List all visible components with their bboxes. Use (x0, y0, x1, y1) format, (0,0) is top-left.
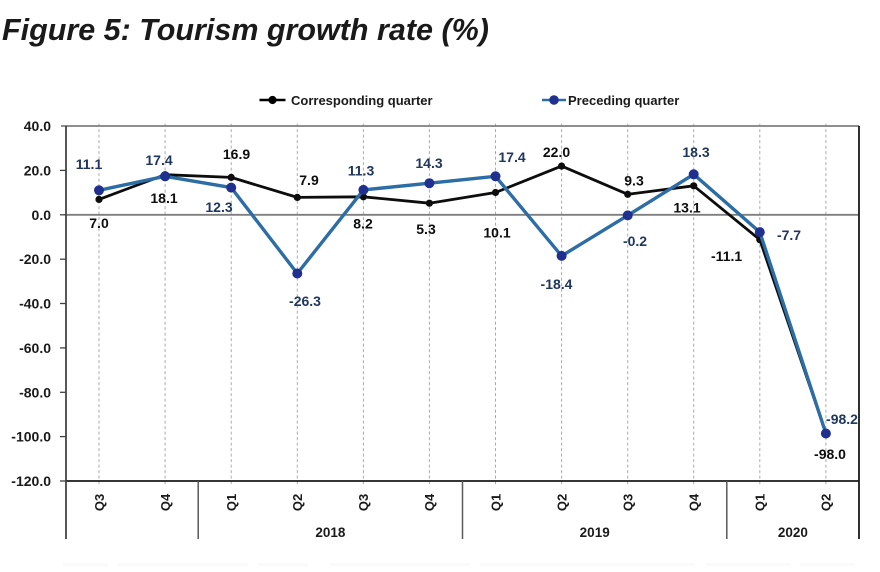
svg-text:Q4: Q4 (158, 493, 173, 511)
svg-text:11.3: 11.3 (348, 163, 375, 179)
svg-text:16.9: 16.9 (223, 146, 250, 162)
svg-text:12.3: 12.3 (205, 199, 232, 215)
svg-text:-20.0: -20.0 (19, 251, 51, 267)
svg-text:-7.7: -7.7 (777, 227, 801, 243)
svg-text:14.3: 14.3 (415, 155, 442, 171)
svg-text:17.4: 17.4 (498, 149, 525, 165)
svg-text:-11.1: -11.1 (711, 248, 742, 264)
svg-text:Q1: Q1 (488, 494, 503, 511)
svg-text:8.2: 8.2 (353, 215, 373, 231)
svg-text:-0.2: -0.2 (623, 233, 647, 249)
svg-text:Q3: Q3 (92, 494, 107, 511)
svg-text:Q3: Q3 (621, 494, 636, 511)
svg-text:-26.3: -26.3 (289, 293, 321, 309)
svg-text:0.0: 0.0 (32, 207, 52, 223)
svg-text:2018: 2018 (315, 525, 346, 540)
svg-text:-98.2: -98.2 (826, 411, 858, 427)
svg-text:Q1: Q1 (224, 494, 239, 511)
svg-text:Corresponding quarter: Corresponding quarter (291, 93, 433, 108)
svg-text:7.9: 7.9 (299, 172, 319, 188)
svg-text:Q3: Q3 (356, 494, 371, 511)
svg-text:11.1: 11.1 (76, 156, 103, 172)
svg-text:22.0: 22.0 (543, 144, 570, 160)
svg-text:20.0: 20.0 (24, 162, 51, 178)
svg-text:2020: 2020 (778, 525, 808, 540)
svg-text:Q1: Q1 (753, 494, 768, 511)
svg-text:9.3: 9.3 (624, 173, 644, 189)
svg-text:18.1: 18.1 (150, 190, 177, 206)
svg-text:-18.4: -18.4 (541, 276, 573, 292)
svg-text:2019: 2019 (580, 525, 610, 540)
svg-text:Q2: Q2 (290, 494, 305, 511)
svg-text:-80.0: -80.0 (19, 384, 51, 400)
svg-text:5.3: 5.3 (416, 221, 436, 237)
svg-text:40.0: 40.0 (24, 118, 51, 134)
svg-text:-120.0: -120.0 (11, 473, 51, 489)
svg-text:Q2: Q2 (819, 494, 834, 511)
svg-text:Q4: Q4 (687, 493, 702, 511)
svg-text:10.1: 10.1 (483, 225, 510, 241)
svg-text:-60.0: -60.0 (19, 340, 51, 356)
svg-text:Preceding quarter: Preceding quarter (568, 93, 679, 108)
svg-text:Figure 5: Tourism growth rate: Figure 5: Tourism growth rate (%) (2, 13, 489, 47)
svg-text:-98.0: -98.0 (814, 446, 846, 462)
svg-text:17.4: 17.4 (145, 152, 172, 168)
svg-text:13.1: 13.1 (673, 199, 700, 215)
svg-text:18.3: 18.3 (682, 144, 709, 160)
svg-text:Q4: Q4 (422, 493, 437, 511)
svg-text:7.0: 7.0 (89, 215, 109, 231)
svg-text:-100.0: -100.0 (11, 429, 51, 445)
svg-text:-40.0: -40.0 (19, 296, 51, 312)
svg-text:Q2: Q2 (554, 494, 569, 511)
